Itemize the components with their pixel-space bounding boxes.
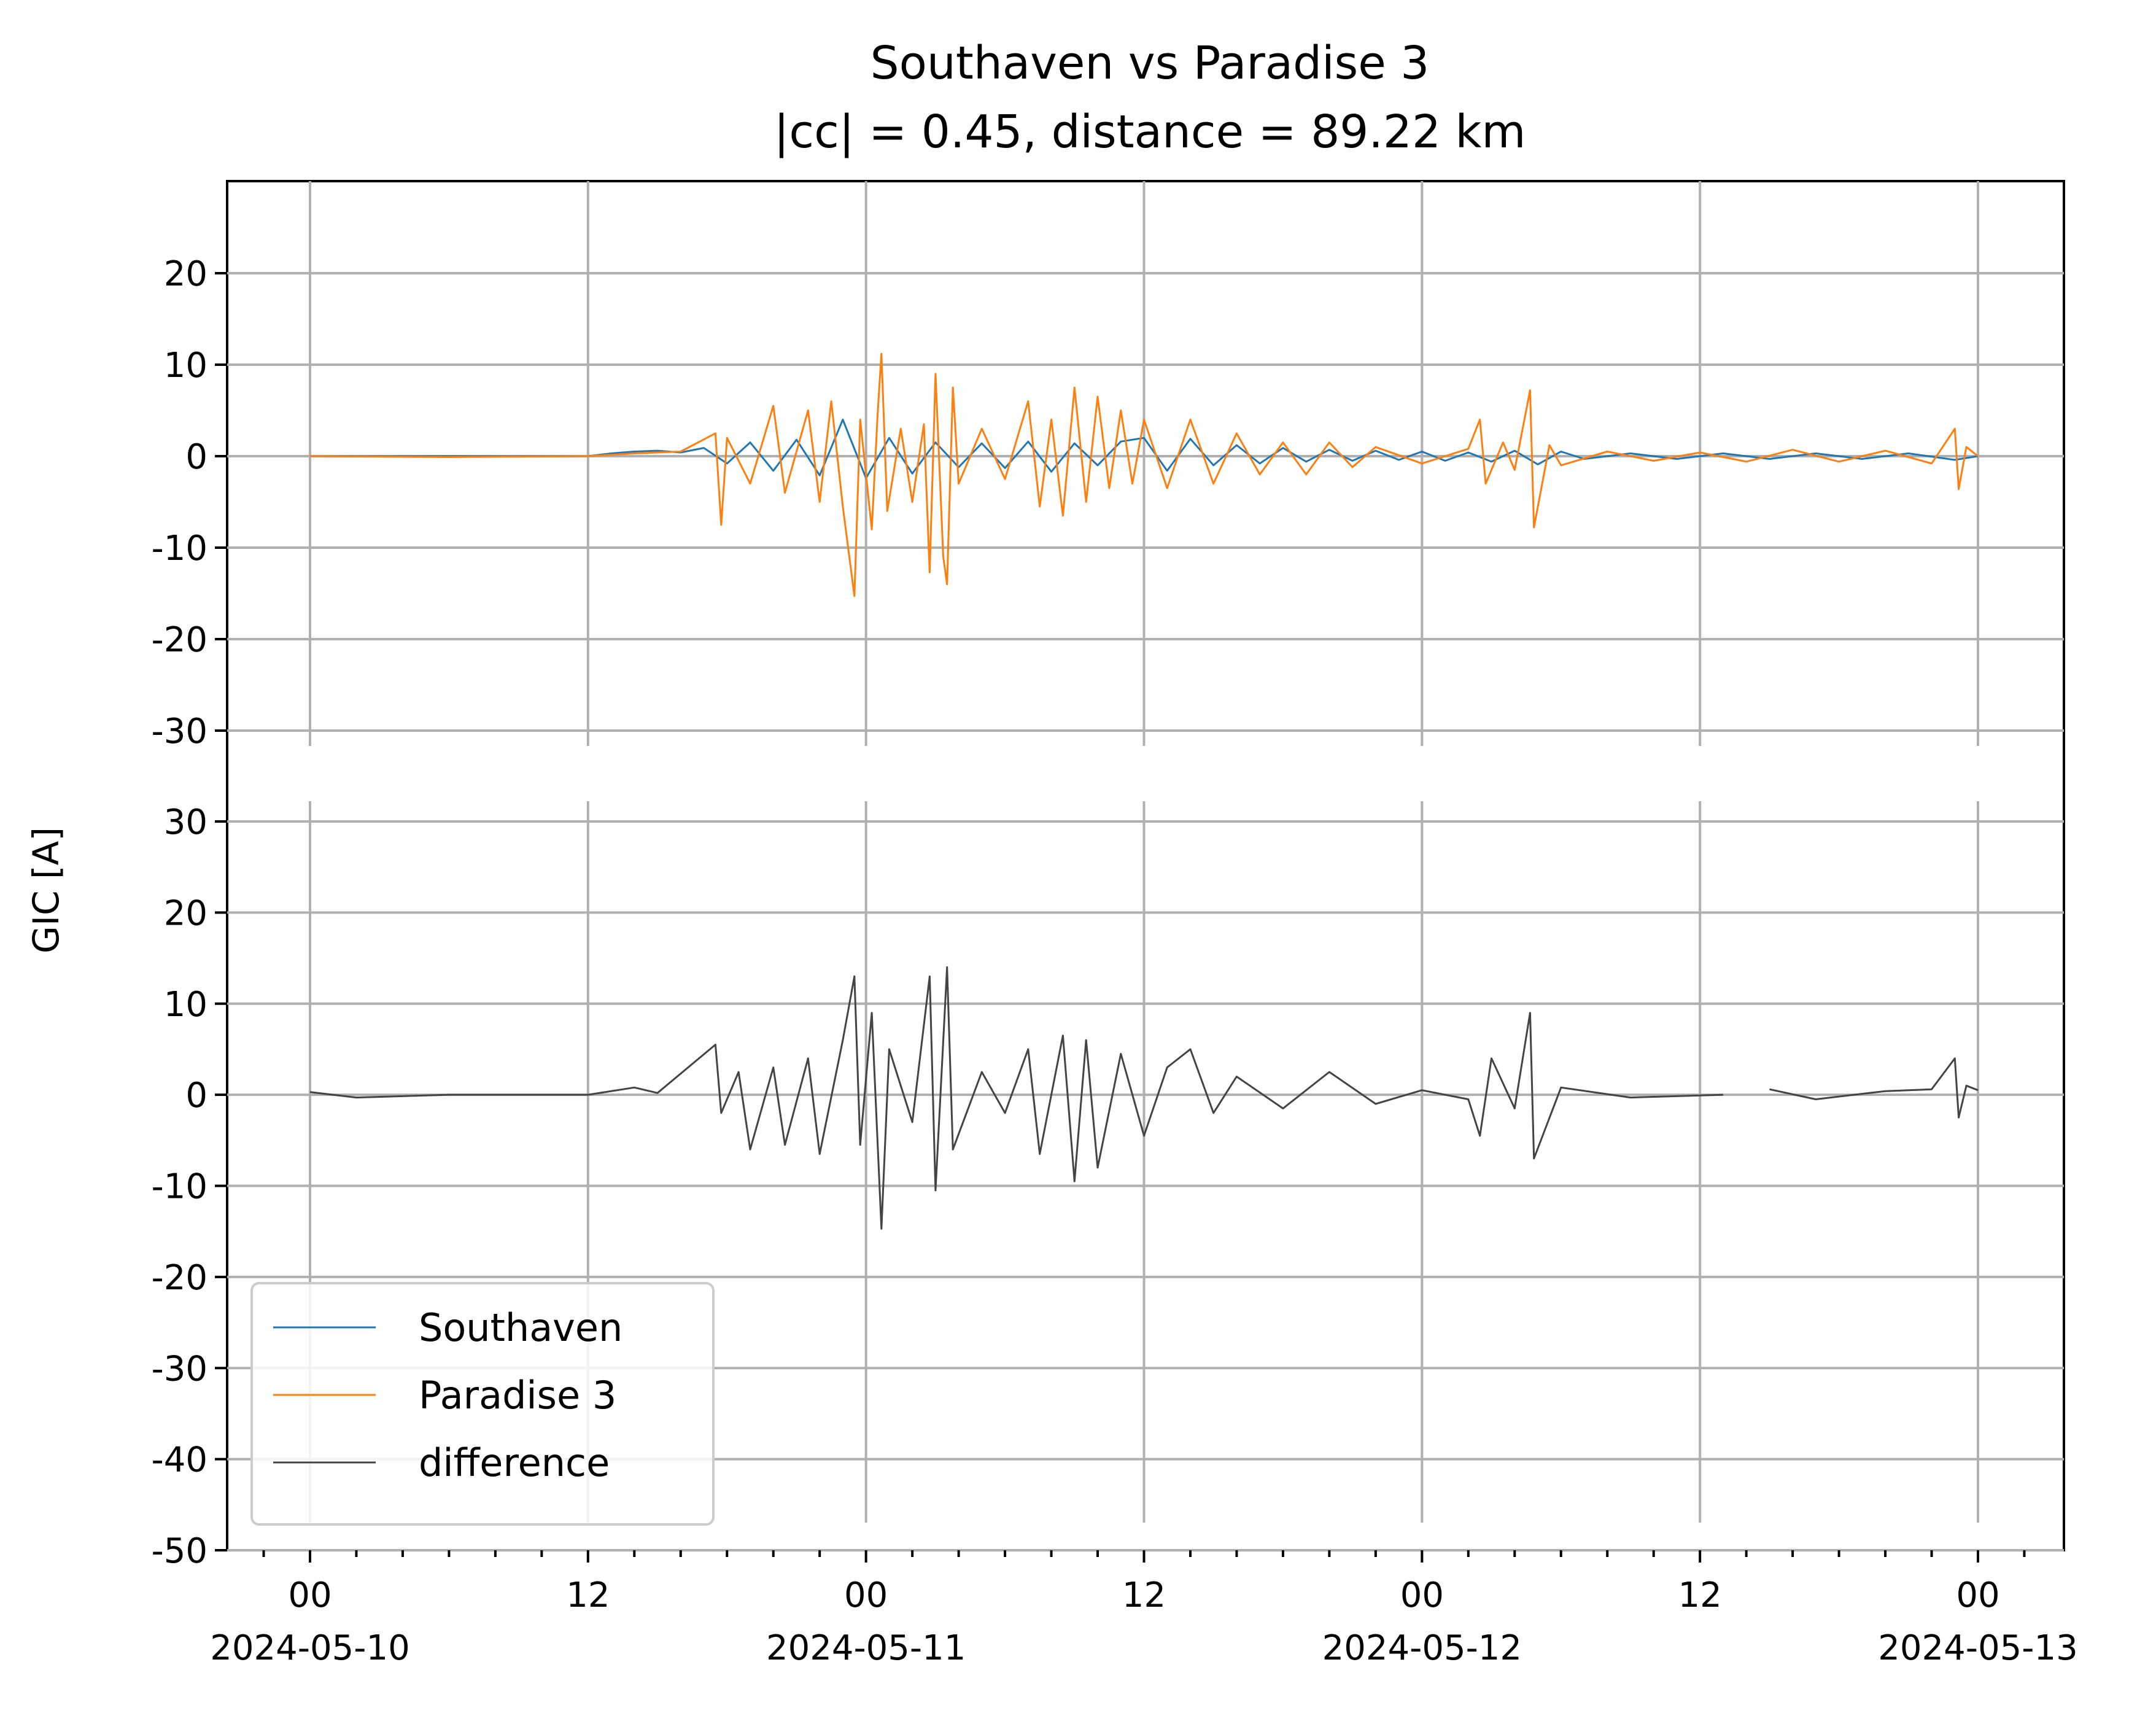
xtick-label: 12 [566, 1575, 610, 1615]
top-ytick-label: -20 [152, 620, 207, 660]
top-ytick-label: 20 [164, 254, 207, 294]
legend: Southaven Paradise 3 difference [250, 1282, 715, 1526]
series-line-paradise-3 [309, 352, 1979, 597]
top-ytick-label: -10 [152, 529, 207, 569]
top-panel: 20 10 0 -10 -20 -30 [152, 181, 2064, 751]
top-ytick-label: -30 [152, 712, 207, 751]
legend-label: Southaven [419, 1305, 622, 1350]
xtick-label: 12 [1678, 1575, 1722, 1615]
bottom-ytick-label: 10 [164, 985, 207, 1025]
bottom-ytick-label: -30 [152, 1349, 207, 1389]
xtick-label: 00 [1956, 1575, 1999, 1615]
chart-title: Southaven vs Paradise 3 [871, 37, 1430, 90]
legend-box [250, 1282, 715, 1526]
legend-label: difference [419, 1440, 610, 1485]
xtick-label: 00 [1400, 1575, 1444, 1615]
bottom-ytick-label: -10 [152, 1167, 207, 1207]
bottom-ytick-label: 0 [185, 1076, 207, 1116]
xtick-date-label: 2024-05-13 [1878, 1628, 2077, 1668]
bottom-ytick-label: -40 [152, 1440, 207, 1480]
plot-area: 20 10 0 -10 -20 -30 30 20 10 0 -10 -20 -30 -40 -50 00 20… [152, 180, 2078, 1668]
xtick-label: 00 [288, 1575, 332, 1615]
y-axis-label: GIC [A] [25, 827, 67, 953]
legend-label: Paradise 3 [419, 1373, 616, 1418]
top-ytick-label: 10 [164, 346, 207, 386]
bottom-panel: 30 20 10 0 -10 -20 -30 -40 -50 [152, 801, 2064, 1571]
xtick-date-label: 2024-05-10 [210, 1628, 409, 1668]
bottom-ytick-label: 30 [164, 802, 207, 842]
top-ytick-label: 0 [185, 437, 207, 477]
series-line-difference [309, 966, 1979, 1230]
xtick-date-label: 2024-05-11 [766, 1628, 966, 1668]
xtick-date-label: 2024-05-12 [1322, 1628, 1522, 1668]
bottom-ytick-label: 20 [164, 893, 207, 933]
chart-subtitle: |cc| = 0.45, distance = 89.22 km [774, 106, 1526, 158]
xtick-label: 12 [1122, 1575, 1166, 1615]
bottom-ytick-label: -50 [152, 1531, 207, 1571]
xtick-label: 00 [844, 1575, 888, 1615]
bottom-ytick-label: -20 [152, 1258, 207, 1298]
